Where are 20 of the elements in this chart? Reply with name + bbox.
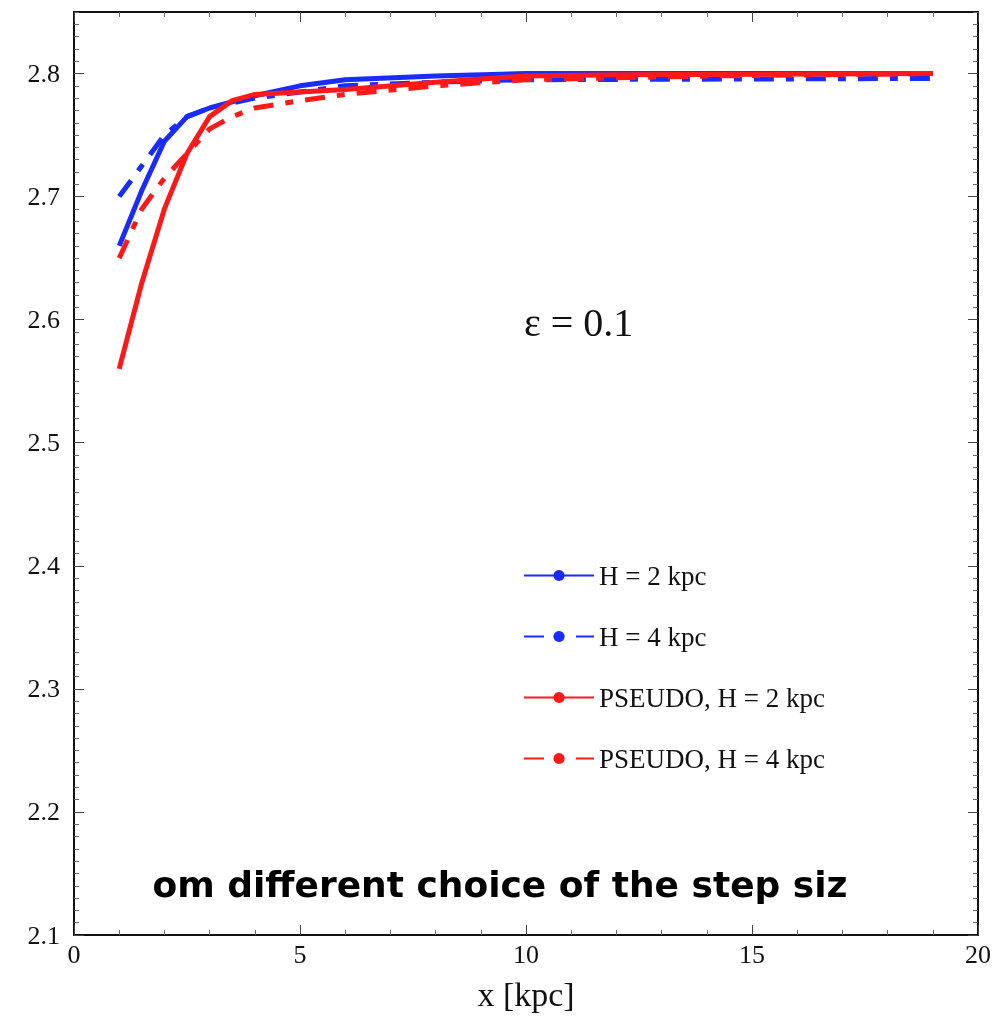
y-tick-label: 2.5 (27, 428, 60, 458)
x-tick-label: 20 (965, 939, 991, 969)
legend-label: H = 4 kpc (599, 621, 707, 652)
legend-label: PSEUDO, H = 4 kpc (599, 743, 826, 774)
annotation: om different choice of the step siz (152, 863, 848, 905)
y-tick-label: 2.2 (27, 797, 60, 827)
x-tick-label: 0 (67, 939, 81, 969)
annotation: ε = 0.1 (524, 299, 634, 345)
x-axis-title: x [kpc] (477, 975, 575, 1013)
legend-label: H = 2 kpc (599, 560, 707, 591)
y-tick-label: 2.7 (27, 182, 60, 212)
x-tick-label: 5 (293, 939, 307, 969)
y-tick-label: 2.6 (27, 305, 60, 335)
x-tick-label: 15 (739, 939, 765, 969)
y-tick-label: 2.8 (27, 59, 60, 89)
x-tick-label: 10 (513, 939, 539, 969)
y-tick-label: 2.3 (27, 674, 60, 704)
legend-label: PSEUDO, H = 2 kpc (599, 682, 826, 713)
y-tick-label: 2.4 (27, 551, 60, 581)
y-tick-label: 2.1 (27, 920, 60, 950)
